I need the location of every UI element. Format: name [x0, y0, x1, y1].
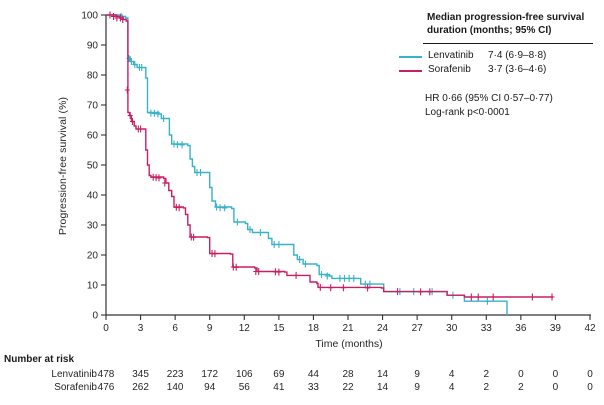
- x-tick-label: 12: [239, 323, 251, 334]
- y-tick-label: 10: [87, 281, 99, 292]
- risk-count: 9: [414, 382, 420, 393]
- legend-entry-value: 3·7 (3·6–4·6): [488, 64, 547, 75]
- risk-count: 94: [204, 382, 216, 393]
- risk-count: 4: [448, 369, 455, 380]
- x-tick-label: 0: [103, 323, 109, 334]
- x-axis-label: Time (months): [315, 338, 383, 350]
- y-tick-label: 80: [87, 71, 99, 82]
- legend-entry-name: Sorafenib: [428, 64, 471, 75]
- risk-count: 0: [552, 369, 559, 380]
- risk-count: 22: [342, 382, 354, 393]
- risk-count: 0: [552, 382, 559, 393]
- x-tick-label: 24: [377, 323, 389, 334]
- x-tick-label: 3: [138, 323, 144, 334]
- legend-entry-lenvatinib: Lenvatinib 7·4 (6·9–8·8): [385, 50, 601, 63]
- y-tick-label: 60: [87, 131, 99, 142]
- y-tick-label: 90: [87, 41, 99, 52]
- y-tick-label: 30: [87, 221, 99, 232]
- risk-count: 69: [273, 369, 285, 380]
- y-tick-label: 50: [87, 161, 99, 172]
- y-tick-label: 20: [87, 251, 99, 262]
- risk-count: 106: [235, 369, 253, 380]
- risk-count: 0: [518, 369, 524, 380]
- y-tick-label: 100: [81, 11, 98, 22]
- y-axis-label: Progression-free survival (%): [57, 96, 69, 236]
- legend: Median progression-free survival duratio…: [385, 8, 601, 128]
- x-tick-label: 21: [342, 323, 354, 334]
- legend-divider: [423, 43, 593, 44]
- legend-entry-name: Lenvatinib: [428, 50, 474, 61]
- x-tick-label: 18: [308, 323, 320, 334]
- x-tick-label: 33: [481, 323, 493, 334]
- risk-count: 2: [518, 382, 524, 393]
- logrank-text: Log-rank p<0·0001: [425, 107, 510, 118]
- risk-row-label-lenvatinib: Lenvatinib: [51, 369, 97, 380]
- hazard-ratio-text: HR 0·66 (95% CI 0·57–0·77): [425, 93, 553, 104]
- legend-title-line1: Median progression-free survival: [427, 12, 585, 23]
- risk-count: 14: [377, 369, 389, 380]
- risk-count: 56: [238, 382, 250, 393]
- y-tick-label: 70: [87, 101, 99, 112]
- risk-count: 476: [97, 382, 115, 393]
- risk-count: 223: [166, 369, 184, 380]
- risk-count: 262: [132, 382, 149, 393]
- lenvatinib-line-swatch: [399, 56, 422, 58]
- risk-count: 44: [307, 369, 319, 380]
- y-tick-label: 40: [87, 191, 99, 202]
- risk-count: 478: [97, 369, 115, 380]
- risk-count: 4: [448, 382, 455, 393]
- risk-count: 0: [587, 369, 593, 380]
- risk-count: 140: [166, 382, 184, 393]
- legend-title-line2: duration (months; 95% CI): [427, 25, 552, 36]
- legend-entry-sorafenib: Sorafenib 3·7 (3·6–4·6): [385, 64, 601, 77]
- legend-entry-value: 7·4 (6·9–8·8): [488, 50, 547, 61]
- km-curve-sorafenib: [106, 14, 554, 298]
- risk-count: 2: [483, 382, 490, 393]
- risk-count: 172: [201, 369, 219, 380]
- risk-row-label-sorafenib: Sorafenib: [54, 382, 97, 393]
- number-at-risk-title: Number at risk: [4, 354, 75, 365]
- risk-count: 9: [414, 369, 420, 380]
- x-tick-label: 39: [550, 323, 562, 334]
- x-tick-label: 6: [172, 323, 178, 334]
- y-tick-label: 0: [92, 311, 98, 322]
- risk-count: 41: [273, 382, 285, 393]
- risk-count: 345: [132, 369, 149, 380]
- risk-count: 14: [377, 382, 389, 393]
- x-tick-label: 15: [273, 323, 285, 334]
- risk-count: 33: [307, 382, 319, 393]
- risk-count: 28: [342, 369, 354, 380]
- x-tick-label: 36: [515, 323, 527, 334]
- sorafenib-line-swatch: [399, 70, 422, 72]
- x-tick-label: 9: [207, 323, 213, 334]
- x-tick-label: 27: [412, 323, 424, 334]
- x-tick-label: 30: [446, 323, 458, 334]
- risk-count: 2: [483, 369, 490, 380]
- censor-marks-sorafenib: [107, 11, 555, 301]
- risk-count: 0: [587, 382, 593, 393]
- x-tick-label: 42: [584, 323, 596, 334]
